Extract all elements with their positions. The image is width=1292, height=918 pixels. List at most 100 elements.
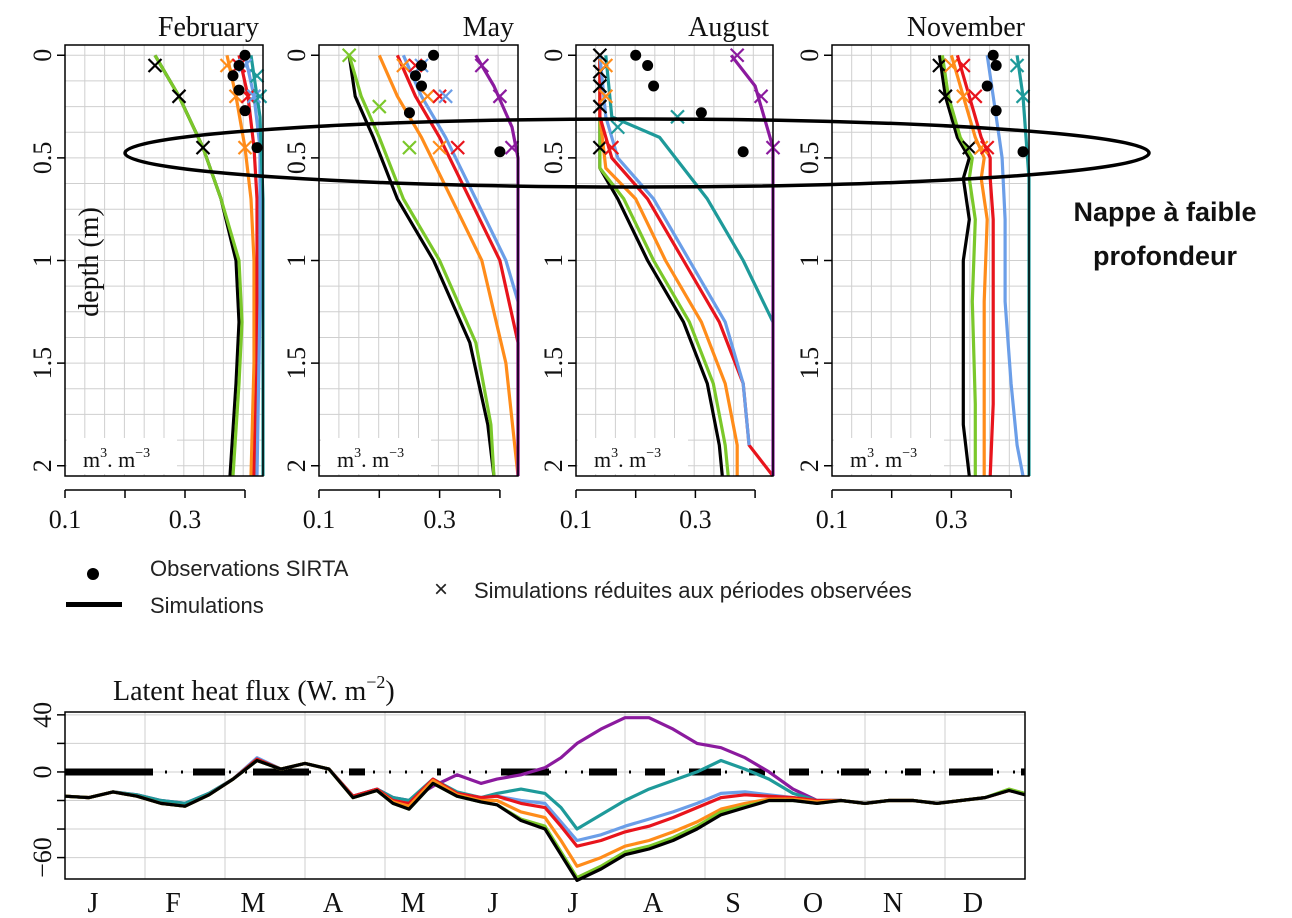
- cross-marker-purple: [729, 47, 745, 63]
- cross-stroke: [973, 140, 989, 155]
- cross-stroke: [610, 119, 626, 135]
- cross-stroke: [432, 89, 447, 104]
- observation-point: [630, 49, 642, 61]
- cross-stroke: [341, 47, 357, 63]
- x-tick-label: 0.3: [423, 505, 456, 534]
- month-label: S: [725, 888, 741, 918]
- cross-marker-red: [967, 89, 983, 104]
- cross-marker-black: [592, 140, 608, 155]
- y-tick-label: 1.5: [795, 347, 824, 380]
- observation-point: [642, 60, 654, 72]
- month-label: N: [883, 888, 903, 918]
- observation-point: [239, 105, 251, 117]
- series-line-blue: [598, 55, 751, 446]
- month-label: J: [488, 888, 499, 918]
- cross-marker-orange: [420, 89, 435, 104]
- y-tick-label: 2: [795, 459, 824, 472]
- cross-marker-red: [956, 58, 971, 73]
- y-tick-label: 0: [28, 49, 57, 62]
- unit-label: m3. m−3: [337, 446, 404, 472]
- cross-stroke: [171, 89, 187, 104]
- y-tick-label: 0: [539, 49, 568, 62]
- month-label: M: [241, 888, 266, 918]
- observation-point: [403, 107, 415, 119]
- series-line-green: [153, 54, 244, 477]
- cross-stroke: [420, 89, 435, 104]
- cross-stroke: [372, 99, 387, 114]
- cross-marker-orange: [432, 140, 447, 155]
- cross-stroke: [474, 58, 490, 73]
- legend-cross-marker: ×: [434, 576, 449, 603]
- cross-stroke: [240, 89, 256, 104]
- cross-marker-teal: [1015, 89, 1031, 104]
- series-line-black: [937, 55, 971, 477]
- flux-y-tick-label: 40: [28, 702, 57, 728]
- legend-simulations-label: Simulations: [150, 593, 264, 618]
- x-tick-label: 0.1: [560, 505, 593, 534]
- cross-stroke: [592, 99, 608, 114]
- cross-marker-teal: [610, 119, 626, 135]
- observation-point: [990, 60, 1002, 72]
- cross-stroke: [956, 89, 971, 104]
- flux-frame: [64, 711, 1026, 880]
- series-line-black: [153, 54, 241, 477]
- cross-marker-red: [432, 89, 447, 104]
- y-tick-label: 0.5: [795, 142, 824, 175]
- cross-marker-teal: [252, 89, 268, 104]
- cross-marker-green: [341, 47, 357, 63]
- observation-point: [987, 49, 999, 61]
- cross-marker-orange: [973, 140, 989, 155]
- cross-stroke: [432, 140, 447, 155]
- y-tick-label: 2: [282, 459, 311, 472]
- cross-marker-purple: [492, 89, 508, 104]
- cross-stroke: [753, 89, 769, 104]
- cross-marker-black: [171, 89, 187, 104]
- cross-marker-blue: [246, 89, 262, 104]
- cross-marker-red: [979, 140, 995, 155]
- cross-marker-teal: [1009, 58, 1025, 73]
- cross-marker-purple: [753, 89, 769, 104]
- series-line-blue: [243, 54, 262, 477]
- month-label: A: [643, 888, 664, 918]
- panel-title: February: [158, 12, 259, 43]
- cross-stroke: [402, 140, 417, 155]
- y-tick-label: 1.5: [539, 347, 568, 380]
- unit-label-bg: [834, 438, 944, 474]
- observation-point: [990, 105, 1002, 117]
- y-tick-label: 2: [539, 459, 568, 472]
- cross-stroke: [1015, 89, 1031, 104]
- cross-stroke: [979, 140, 995, 155]
- cross-marker-black: [932, 58, 947, 73]
- series-line-orange: [598, 55, 739, 476]
- month-label: M: [401, 888, 426, 918]
- cross-marker-black: [592, 99, 608, 114]
- cross-marker-teal: [249, 68, 265, 84]
- observation-point: [416, 80, 428, 92]
- y-tick-label: 1.5: [282, 347, 311, 380]
- observation-point: [416, 60, 428, 72]
- observation-point: [233, 60, 245, 72]
- cross-stroke: [492, 89, 508, 104]
- y-tick-label: 1: [28, 254, 57, 267]
- cross-marker-black: [938, 89, 953, 104]
- y-tick-label: 0.5: [539, 142, 568, 175]
- y-tick-label: 2: [28, 459, 57, 472]
- cross-stroke: [604, 140, 620, 155]
- x-tick-label: 0.1: [303, 505, 336, 534]
- series-line-teal: [604, 55, 775, 323]
- unit-label-bg: [67, 438, 177, 474]
- month-label: D: [963, 888, 983, 918]
- panel-title: November: [907, 12, 1026, 43]
- x-tick-label: 0.3: [169, 505, 202, 534]
- cross-stroke: [438, 89, 453, 104]
- unit-label-bg: [578, 438, 688, 474]
- month-label: J: [88, 888, 99, 918]
- cross-marker-orange: [396, 58, 411, 73]
- x-tick-label: 0.1: [49, 505, 82, 534]
- flux-y-tick-label: −60: [28, 837, 57, 878]
- flux-y-tick-label: 0: [28, 765, 57, 778]
- cross-marker-orange: [956, 89, 971, 104]
